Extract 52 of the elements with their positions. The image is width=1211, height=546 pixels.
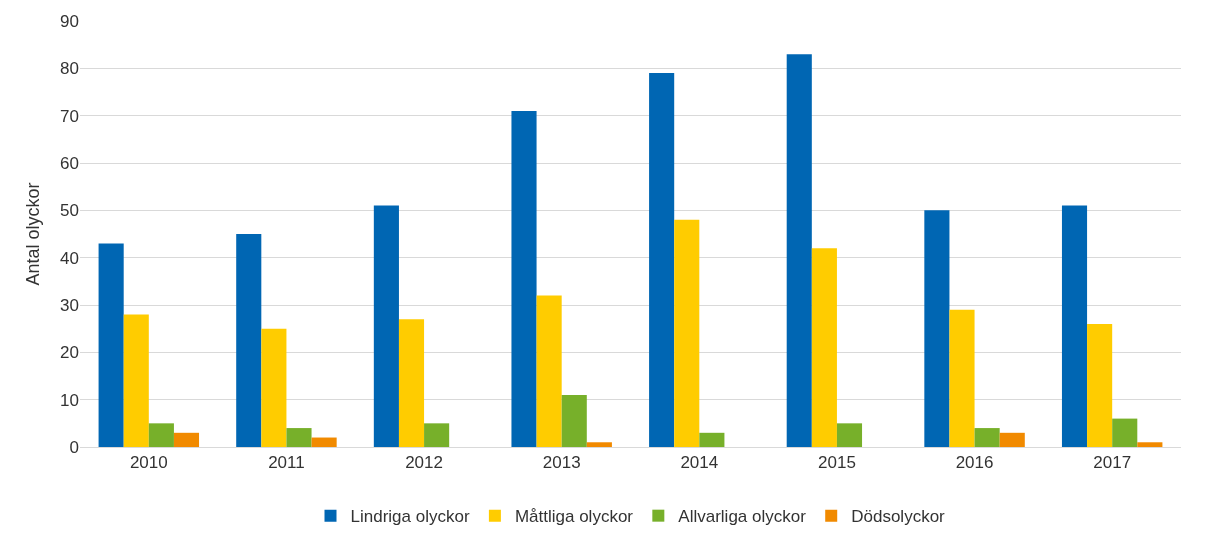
x-tick-label: 2011 — [268, 453, 305, 473]
bar — [586, 442, 612, 447]
bar — [699, 432, 725, 447]
bar — [173, 432, 200, 447]
y-tick-label: 0 — [69, 437, 79, 457]
legend-label: Allvarliga olyckor — [678, 507, 807, 527]
bar — [836, 423, 863, 447]
bar — [924, 210, 950, 447]
y-tick-label: 30 — [60, 295, 79, 315]
bar — [373, 205, 399, 447]
bar — [1061, 205, 1088, 447]
bar — [811, 248, 837, 447]
bar — [999, 432, 1025, 447]
x-tick-label: 2014 — [680, 453, 719, 473]
bar — [98, 243, 124, 447]
bar — [674, 219, 700, 447]
bar — [561, 394, 587, 447]
y-tick-label: 70 — [60, 106, 79, 126]
bar — [236, 234, 262, 447]
x-tick-label: 2012 — [405, 453, 443, 473]
y-axis-title: Antal olyckor — [23, 182, 44, 286]
bar — [424, 423, 450, 447]
bar — [1087, 323, 1113, 447]
y-tick-label: 40 — [60, 248, 79, 268]
bar — [536, 295, 562, 447]
bar — [511, 110, 537, 447]
legend-label: Dödsolyckor — [851, 507, 946, 527]
x-tick-label: 2013 — [542, 453, 581, 473]
bar — [286, 428, 312, 447]
x-tick-label: 2016 — [955, 453, 994, 473]
bar — [398, 319, 425, 447]
x-tick-label: 2017 — [1093, 453, 1132, 473]
y-tick-label: 60 — [60, 153, 79, 173]
bar — [974, 428, 1000, 447]
legend-label: Måttliga olyckor — [514, 507, 634, 527]
bar — [123, 314, 149, 447]
x-tick-label: 2015 — [818, 453, 856, 473]
bar — [261, 328, 287, 447]
legend-label: Lindriga olyckor — [350, 507, 470, 527]
bar — [786, 54, 812, 447]
bar — [148, 423, 174, 447]
bar — [311, 437, 337, 447]
x-tick-label: 2010 — [129, 453, 168, 473]
y-tick-label: 80 — [60, 59, 79, 79]
y-tick-label: 10 — [60, 390, 79, 410]
bar — [649, 73, 675, 447]
bar — [949, 309, 975, 447]
y-tick-label: 50 — [60, 201, 79, 221]
bar — [1137, 442, 1163, 447]
y-tick-label: 90 — [60, 11, 79, 31]
bar — [1112, 418, 1138, 447]
y-tick-label: 20 — [60, 343, 79, 363]
